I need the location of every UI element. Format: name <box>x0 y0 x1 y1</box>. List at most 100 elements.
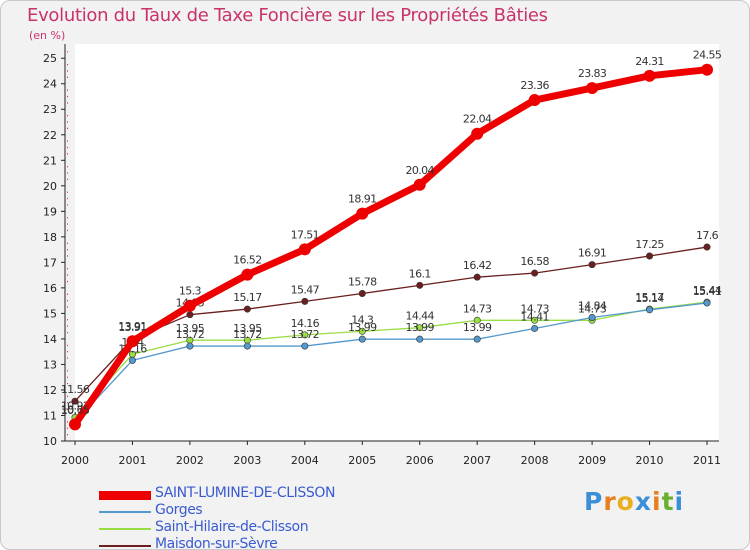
data-point <box>183 299 196 312</box>
data-label: 15.41 <box>693 285 722 298</box>
data-point <box>646 306 654 314</box>
data-label: 22.04 <box>463 113 492 126</box>
data-point <box>528 94 541 107</box>
data-point <box>703 243 711 251</box>
data-label: 14.44 <box>405 310 434 323</box>
data-point <box>703 299 711 307</box>
proxiti-logo: Proxiti <box>584 487 684 516</box>
x-tick-label: 2005 <box>348 454 376 467</box>
legend-swatch <box>99 528 151 530</box>
data-point <box>588 313 596 321</box>
y-tick-label: 19 <box>43 205 57 218</box>
data-point <box>413 178 426 191</box>
data-label: 15.17 <box>233 291 262 304</box>
data-label: 13.99 <box>405 321 434 334</box>
data-point <box>358 327 366 335</box>
data-label: 18.91 <box>348 193 377 206</box>
x-tick-label: 2003 <box>233 454 261 467</box>
data-point <box>531 324 539 332</box>
data-point <box>186 342 194 350</box>
data-label: 24.31 <box>635 55 664 68</box>
x-tick-label: 2010 <box>636 454 664 467</box>
data-point <box>186 311 194 319</box>
data-point <box>301 331 309 339</box>
x-tick-label: 2000 <box>61 454 89 467</box>
data-label: 15.44 <box>693 284 722 297</box>
y-tick-label: 23 <box>43 103 57 116</box>
data-point <box>69 418 81 431</box>
x-tick-label: 2001 <box>118 454 146 467</box>
y-tick-label: 24 <box>43 78 57 91</box>
data-label: 23.36 <box>520 79 549 92</box>
data-label: 15.14 <box>635 292 664 305</box>
data-point <box>298 243 311 256</box>
data-point <box>701 63 713 76</box>
y-tick-label: 16 <box>43 282 57 295</box>
data-label: 10.65 <box>61 403 90 416</box>
data-label: 15.17 <box>635 291 664 304</box>
data-point <box>358 335 366 343</box>
y-tick-label: 17 <box>43 256 57 269</box>
data-point <box>301 342 309 350</box>
logo-letter: o <box>616 487 635 516</box>
data-label: 17.25 <box>635 238 664 251</box>
data-point <box>71 397 79 405</box>
data-label: 14.73 <box>578 302 607 315</box>
data-point <box>473 273 481 281</box>
series-line <box>74 301 708 419</box>
data-label: 14.3 <box>351 313 374 326</box>
legend-label: Gorges <box>155 502 203 518</box>
y-tick-label: 25 <box>43 52 57 65</box>
y-tick-label: 14 <box>43 333 57 346</box>
data-label: 24.55 <box>693 49 722 62</box>
chart-title: Evolution du Taux de Taxe Foncière sur l… <box>27 5 548 26</box>
y-tick-label: 10 <box>43 435 57 448</box>
data-label: 11.56 <box>61 383 90 396</box>
data-point <box>243 305 251 313</box>
legend-swatch <box>99 490 151 500</box>
y-tick-label: 12 <box>43 384 57 397</box>
data-label: 16.42 <box>463 259 492 272</box>
data-label: 17.51 <box>291 228 320 241</box>
data-point <box>301 297 309 305</box>
data-point <box>471 127 484 140</box>
x-tick-label: 2009 <box>578 454 606 467</box>
data-point <box>128 356 136 364</box>
data-point <box>531 316 539 324</box>
logo-letter: t <box>661 487 675 516</box>
x-tick-label: 2007 <box>463 454 491 467</box>
y-tick-label: 22 <box>43 129 57 142</box>
data-point <box>356 207 369 220</box>
data-label: 16.1 <box>409 267 431 280</box>
data-point <box>588 261 596 269</box>
x-tick-label: 2004 <box>291 454 319 467</box>
y-tick-label: 21 <box>43 154 57 167</box>
data-label: 14.84 <box>578 299 607 312</box>
data-label: 14.73 <box>463 302 492 315</box>
logo-letter: i <box>674 487 685 516</box>
data-label: 17.6 <box>696 229 719 242</box>
legend-swatch <box>99 545 151 547</box>
data-label: 13.72 <box>233 328 262 341</box>
logo-letter: r <box>603 487 617 516</box>
data-point <box>586 82 599 95</box>
x-tick-label: 2006 <box>406 454 434 467</box>
data-point <box>416 281 424 289</box>
data-point <box>646 252 654 260</box>
legend-label: Saint-Hilaire-de-Clisson <box>155 519 309 535</box>
data-label: 16.91 <box>578 247 607 260</box>
data-point <box>531 269 539 277</box>
logo-letter: x <box>634 487 652 516</box>
y-tick-label: 15 <box>43 307 57 320</box>
data-label: 16.52 <box>233 254 262 267</box>
data-label: 20.04 <box>405 164 434 177</box>
data-label: 15.3 <box>179 285 202 298</box>
data-label: 13.95 <box>176 322 205 335</box>
data-label: 16.58 <box>520 255 549 268</box>
y-tick-label: 20 <box>43 180 57 193</box>
data-point <box>243 342 251 350</box>
x-tick-label: 2002 <box>176 454 204 467</box>
y-tick-label: 11 <box>43 409 57 422</box>
